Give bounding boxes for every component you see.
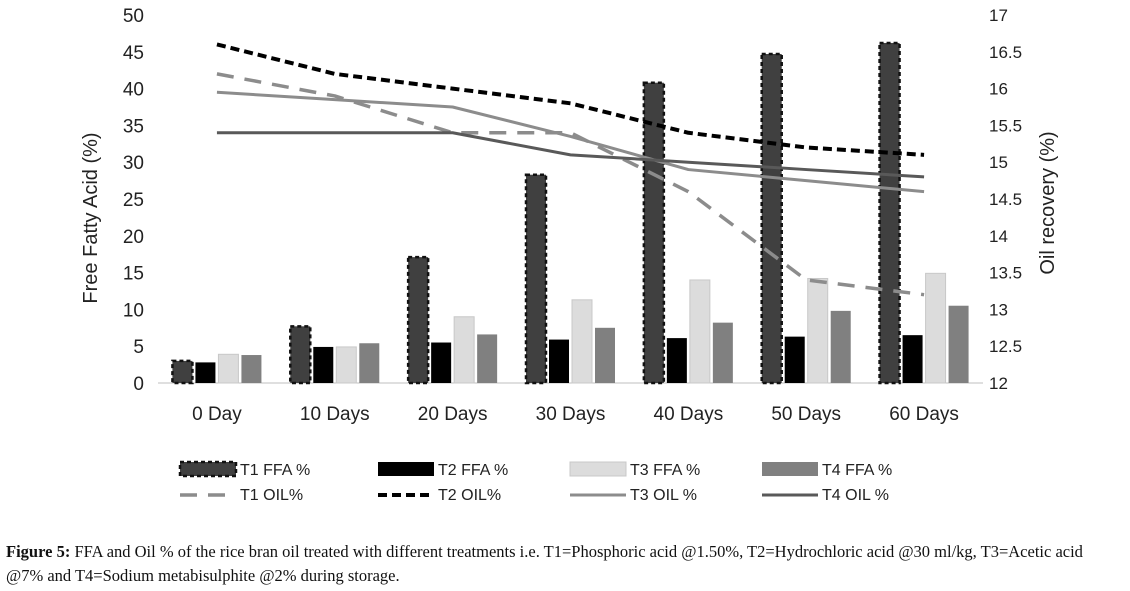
- y2-tick-label: 12.5: [989, 337, 1022, 356]
- bar-t1-ffa: [524, 173, 548, 385]
- y-axis-title: Free Fatty Acid (%): [80, 132, 102, 303]
- y2-tick-label: 15: [989, 153, 1008, 172]
- bar-t3-ffa: [217, 353, 239, 384]
- bar-t1-ffa: [760, 52, 783, 385]
- y2-tick-label: 15.5: [989, 116, 1022, 135]
- bar-t4-ffa: [359, 343, 380, 383]
- legend-label: T3 FFA %: [630, 462, 700, 479]
- legend-swatch: [178, 460, 238, 478]
- bar-t4-ffa: [948, 305, 969, 383]
- bar-t1-ffa: [878, 41, 901, 385]
- bar-t2-ffa: [431, 342, 452, 383]
- y2-axis-title: Oil recovery (%): [1037, 131, 1059, 274]
- y-tick-label: 5: [133, 337, 144, 358]
- line-t4-oil: [216, 131, 925, 179]
- chart: Free Fatty Acid (%) Oil recovery (%) 0 5 1…: [80, 6, 1059, 504]
- bar-t4-ffa: [241, 355, 262, 383]
- bar-t2-ffa: [902, 335, 923, 383]
- y-tick-label: 10: [123, 300, 144, 321]
- bar-t4-ffa: [595, 327, 615, 383]
- y2-tick-label: 13.5: [989, 264, 1022, 283]
- x-tick-label: 30 Days: [536, 404, 606, 425]
- x-tick-label: 0 Day: [192, 404, 242, 425]
- bar-t3-ffa: [453, 316, 475, 384]
- bar-t4-ffa: [712, 322, 733, 383]
- y-tick-label: 0: [133, 374, 144, 395]
- bar-t3-ffa: [925, 272, 947, 384]
- legend-label: T3 OIL %: [630, 487, 697, 504]
- legend-label: T1 FFA %: [240, 462, 310, 479]
- y2-tick-label: 12: [989, 374, 1008, 393]
- y2-tick-label: 16.5: [989, 43, 1022, 62]
- y2-tick-label: 17: [989, 6, 1008, 25]
- x-tick-label: 50 Days: [771, 404, 841, 425]
- y-tick-label: 25: [123, 190, 144, 211]
- caption-text: FFA and Oil % of the rice bran oil treat…: [6, 542, 1083, 585]
- y-tick-label: 50: [123, 6, 144, 27]
- bar-t2-ffa: [195, 362, 216, 383]
- bar-t4-ffa: [830, 310, 851, 383]
- bar-t3-ffa: [689, 279, 711, 384]
- y-tick-label: 45: [123, 43, 144, 64]
- legend-label: T4 FFA %: [822, 462, 892, 479]
- y2-tick-label: 14: [989, 227, 1008, 246]
- legend-label: T4 OIL %: [822, 487, 889, 504]
- bar-t2-ffa: [666, 338, 687, 383]
- y2-tick-label: 16: [989, 80, 1008, 99]
- caption-label: Figure 5:: [6, 542, 71, 561]
- bar-t2-ffa: [313, 346, 334, 383]
- line-t3-oil: [216, 90, 925, 194]
- bar-t2-ffa: [784, 336, 805, 383]
- y-tick-label: 15: [123, 264, 144, 285]
- x-tick-label: 20 Days: [418, 404, 488, 425]
- legend-label: T1 OIL%: [240, 487, 303, 504]
- bar-t1-ffa: [406, 255, 430, 385]
- x-tick-label: 60 Days: [889, 404, 959, 425]
- y-tick-label: 20: [123, 227, 144, 248]
- legend-label: T2 OIL%: [438, 487, 501, 504]
- line-t1-oil: [216, 72, 925, 297]
- bar-t2-ffa: [549, 339, 569, 383]
- bar-t3-ffa: [335, 346, 357, 384]
- bar-t4-ffa: [477, 334, 498, 383]
- bar-t1-ffa: [171, 359, 194, 385]
- y-tick-label: 35: [123, 116, 144, 137]
- y-tick-label: 40: [123, 80, 144, 101]
- bar-t3-ffa: [571, 299, 593, 384]
- x-tick-label: 10 Days: [300, 404, 370, 425]
- legend-label: T2 FFA %: [438, 462, 508, 479]
- legend-swatch: [569, 461, 627, 477]
- y2-tick-label: 13: [989, 300, 1008, 319]
- bar-t3-ffa: [807, 277, 829, 384]
- x-tick-label: 40 Days: [654, 404, 724, 425]
- bar-t1-ffa: [289, 325, 312, 385]
- figure-caption: Figure 5: FFA and Oil % of the rice bran…: [6, 540, 1124, 588]
- y-tick-label: 30: [123, 153, 144, 174]
- legend-swatch: [378, 462, 434, 476]
- legend-swatch: [762, 462, 818, 476]
- y2-tick-label: 14.5: [989, 190, 1022, 209]
